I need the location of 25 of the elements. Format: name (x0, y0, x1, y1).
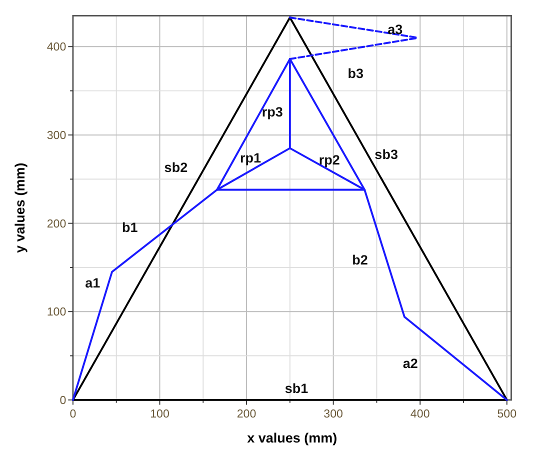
annotation: b2 (352, 252, 368, 268)
annotation: rp2 (318, 152, 340, 168)
x-tick-label: 500 (497, 408, 517, 420)
x-tick-label: 300 (324, 408, 343, 420)
annotation: a1 (85, 275, 101, 290)
annotation: sb1 (284, 381, 309, 396)
y-tick-label: 0 (60, 394, 66, 407)
annotation: a3 (388, 22, 404, 37)
y-tick-label: 100 (46, 306, 66, 319)
annotation: a2 (402, 356, 418, 372)
x-axis-title: x values (mm) (247, 430, 338, 446)
y-tick-label: 300 (46, 130, 66, 142)
annotation: rp3 (262, 104, 284, 120)
annotation: sb3 (374, 146, 398, 162)
annotation: b3 (348, 66, 364, 82)
x-tick-label: 0 (70, 408, 76, 420)
x-tick-label: 400 (410, 408, 430, 420)
annotation: sb2 (164, 160, 188, 176)
x-tick-label: 100 (150, 408, 170, 420)
y-tick-label: 400 (46, 42, 66, 54)
y-axis-title: y values (mm) (12, 162, 28, 253)
y-tick-label: 200 (46, 218, 66, 230)
x-tick-label: 200 (236, 408, 256, 420)
annotation: b1 (122, 220, 138, 235)
annotation: rp1 (240, 150, 262, 166)
